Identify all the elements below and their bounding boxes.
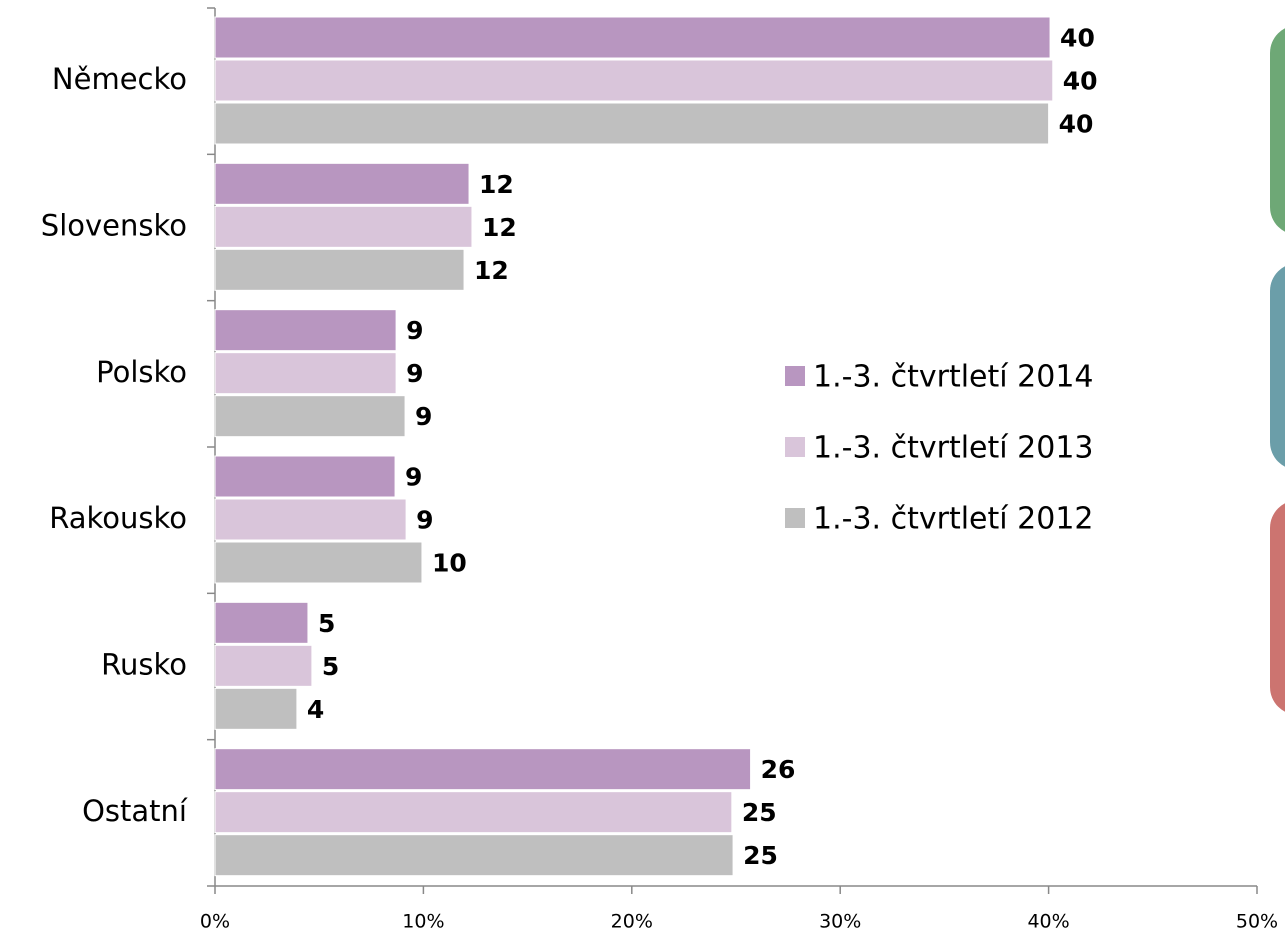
data-label: 9 — [405, 463, 422, 492]
bar — [214, 834, 734, 877]
bar — [214, 748, 752, 791]
data-label: 40 — [1059, 110, 1094, 139]
bar — [214, 352, 397, 395]
side-tab — [1270, 266, 1285, 467]
side-tab — [1270, 503, 1285, 712]
category-label: Ostatní — [82, 794, 188, 828]
x-tick-label: 10% — [402, 911, 444, 933]
data-label: 9 — [406, 316, 423, 345]
legend-swatch — [785, 508, 805, 528]
data-label: 12 — [482, 213, 517, 242]
legend-label: 1.-3. čtvrtletí 2013 — [813, 431, 1094, 466]
legend-label: 1.-3. čtvrtletí 2014 — [813, 360, 1094, 395]
data-label: 25 — [743, 841, 778, 870]
bar — [214, 498, 407, 541]
side-tab — [1270, 28, 1285, 232]
data-label: 5 — [318, 609, 335, 638]
bar — [214, 162, 470, 205]
bar — [214, 59, 1054, 102]
category-label: Rakousko — [49, 501, 187, 535]
data-label: 12 — [479, 170, 514, 199]
data-label: 40 — [1063, 67, 1098, 96]
data-label: 25 — [742, 798, 777, 827]
data-label: 5 — [322, 652, 339, 681]
bar — [214, 102, 1050, 145]
bar — [214, 541, 423, 584]
bar — [214, 601, 309, 644]
bar — [214, 687, 298, 730]
bar — [214, 644, 313, 687]
bar — [214, 455, 396, 498]
category-label: Polsko — [96, 355, 187, 389]
category-label: Slovensko — [41, 209, 187, 243]
legend-swatch — [785, 366, 805, 386]
legend-swatch — [785, 437, 805, 457]
data-label: 26 — [761, 755, 796, 784]
bar — [214, 248, 465, 291]
data-label: 4 — [307, 695, 324, 724]
category-label: Německo — [52, 62, 187, 96]
bar — [214, 16, 1051, 59]
x-tick-label: 0% — [200, 911, 230, 933]
bar — [214, 309, 397, 352]
x-tick-label: 20% — [611, 911, 653, 933]
bar — [214, 395, 406, 438]
data-label: 9 — [406, 359, 423, 388]
data-label: 9 — [416, 506, 433, 535]
data-label: 10 — [432, 549, 467, 578]
data-label: 12 — [474, 256, 509, 285]
category-label: Rusko — [101, 648, 187, 682]
x-tick-label: 40% — [1027, 911, 1069, 933]
x-tick-label: 30% — [819, 911, 861, 933]
data-label: 9 — [415, 402, 432, 431]
bar — [214, 791, 733, 834]
data-label: 40 — [1060, 24, 1095, 53]
bar — [214, 205, 473, 248]
legend-label: 1.-3. čtvrtletí 2012 — [813, 502, 1094, 537]
x-tick-label: 50% — [1236, 911, 1278, 933]
